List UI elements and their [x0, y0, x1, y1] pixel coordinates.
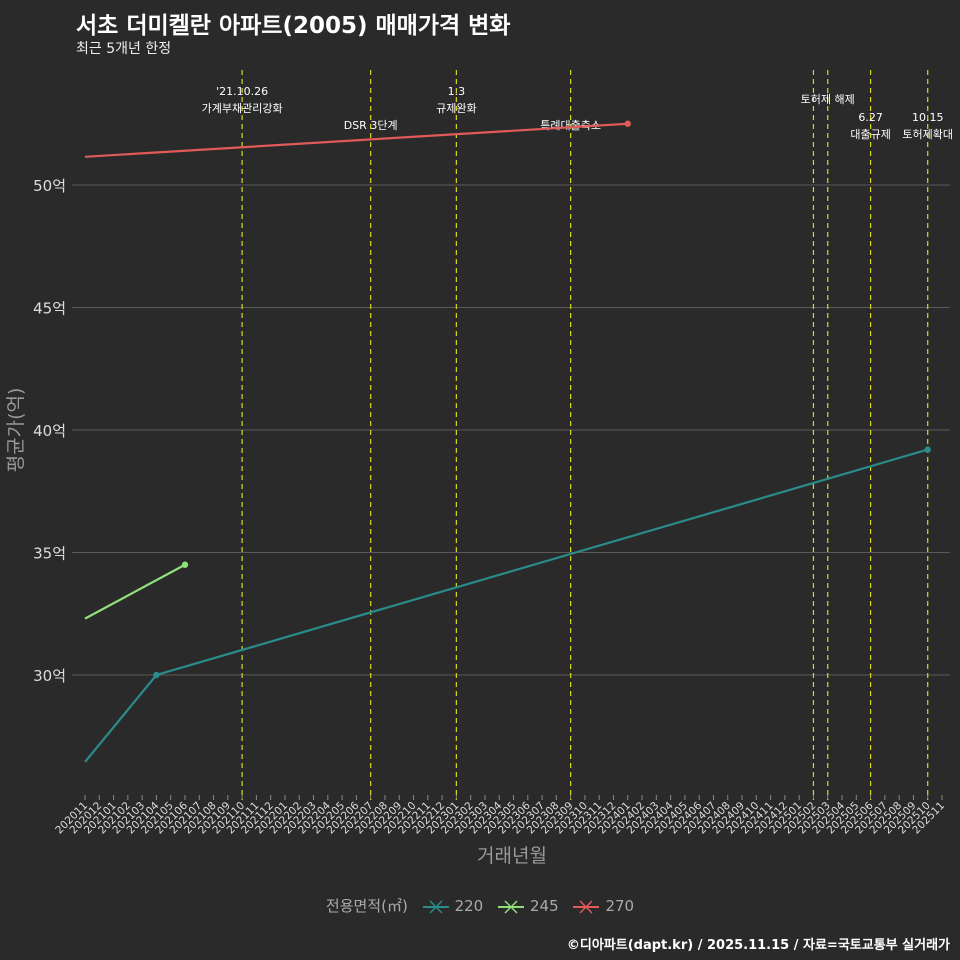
- event-label: 1.3: [448, 85, 466, 98]
- legend-swatch-1: [498, 899, 525, 914]
- event-label: 토허제확대: [902, 128, 953, 141]
- series-line-220: [84, 448, 929, 763]
- y-tick-label: 40억: [33, 422, 66, 440]
- legend-label: 245: [530, 897, 559, 915]
- legend-label: 270: [605, 897, 635, 915]
- y-tick-label: 35억: [33, 545, 66, 563]
- series-line-270: [84, 122, 628, 158]
- source-caption: ©디아파트(dapt.kr) / 2025.11.15 / 자료=국토교통부 실…: [566, 938, 950, 953]
- data-point: [153, 671, 160, 679]
- x-axis-title: 거래년월: [477, 845, 547, 867]
- event-label: '21.10.26: [216, 85, 268, 98]
- series-line-245: [84, 563, 186, 620]
- data-point: [181, 561, 189, 568]
- event-label: 토허제 해제: [801, 92, 855, 106]
- legend-swatch-2: [573, 899, 600, 914]
- y-tick-label: 45억: [33, 300, 66, 318]
- y-tick-label: 30억: [33, 667, 66, 685]
- event-label: DSR 3단계: [344, 119, 398, 132]
- chart-title: 서초 더미켈란 아파트(2005) 매매가격 변화: [76, 13, 511, 39]
- event-label: 6.27: [858, 111, 883, 124]
- event-label: 가계부채관리강화: [202, 102, 283, 115]
- event-label: 대출규제: [850, 128, 890, 141]
- data-point: [624, 120, 631, 127]
- legend-title: 전용면적(㎡): [325, 897, 408, 915]
- legend-item: 270: [573, 897, 634, 915]
- y-axis-title: 평균가(억): [5, 388, 27, 473]
- y-tick-label: 50억: [33, 177, 66, 195]
- legend-item: 220: [422, 897, 484, 915]
- data-point: [924, 446, 931, 453]
- legend: 전용면적(㎡) 220 245 270: [0, 895, 960, 916]
- event-label: 규제완화: [436, 102, 476, 115]
- legend-item: 245: [498, 897, 559, 915]
- legend-swatch-0: [422, 899, 449, 914]
- event-label: 10.15: [912, 111, 944, 124]
- chart-subtitle: 최근 5개년 한정: [76, 41, 172, 57]
- legend-label: 220: [454, 897, 484, 915]
